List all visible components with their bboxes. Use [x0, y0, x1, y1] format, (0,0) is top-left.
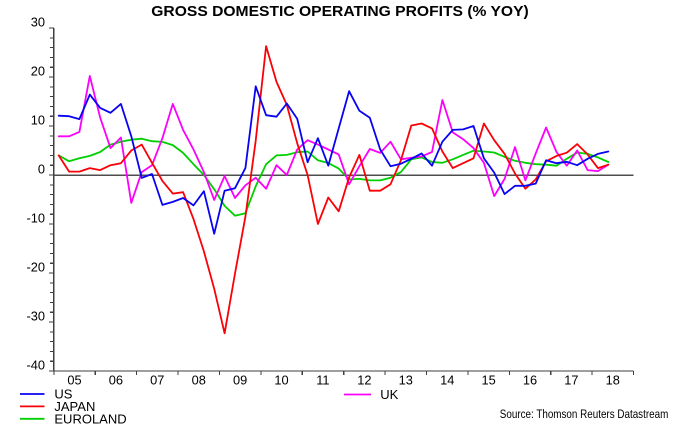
svg-text:-20: -20: [27, 260, 46, 275]
svg-text:06: 06: [109, 372, 123, 387]
svg-text:30: 30: [31, 15, 45, 30]
svg-text:18: 18: [606, 372, 620, 387]
svg-text:EUROLAND: EUROLAND: [54, 412, 126, 426]
svg-text:US: US: [54, 387, 72, 402]
svg-text:-30: -30: [27, 309, 46, 324]
svg-text:09: 09: [233, 372, 247, 387]
svg-text:GROSS DOMESTIC OPERATING PROFI: GROSS DOMESTIC OPERATING PROFITS (% YOY): [151, 3, 529, 20]
svg-text:17: 17: [564, 372, 578, 387]
svg-text:14: 14: [440, 372, 454, 387]
svg-text:12: 12: [357, 372, 371, 387]
svg-text:-10: -10: [27, 211, 46, 226]
svg-text:05: 05: [67, 372, 81, 387]
svg-text:15: 15: [481, 372, 495, 387]
svg-text:0: 0: [38, 162, 45, 177]
svg-text:JAPAN: JAPAN: [54, 399, 95, 414]
svg-text:20: 20: [31, 64, 45, 79]
svg-text:UK: UK: [380, 387, 398, 402]
svg-text:08: 08: [192, 372, 206, 387]
svg-text:10: 10: [31, 113, 45, 128]
svg-text:10: 10: [274, 372, 288, 387]
svg-text:Source: Thomson Reuters Datast: Source: Thomson Reuters Datastream: [500, 407, 669, 421]
svg-text:07: 07: [150, 372, 164, 387]
svg-text:11: 11: [316, 372, 329, 387]
svg-text:-40: -40: [27, 358, 46, 373]
svg-text:16: 16: [523, 372, 537, 387]
svg-text:13: 13: [399, 372, 413, 387]
